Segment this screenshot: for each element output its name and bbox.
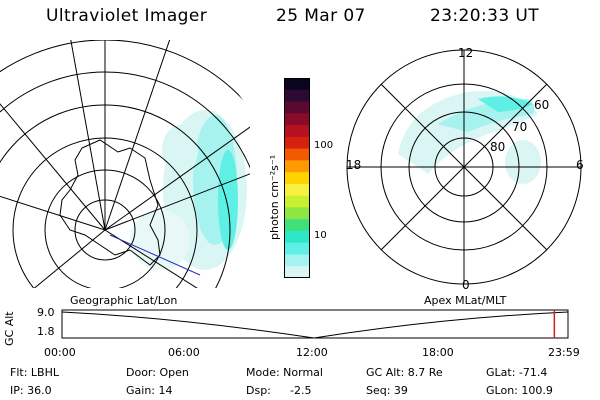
seq-info: Seq: 39: [366, 384, 408, 397]
colorbar-swatch: [284, 195, 310, 208]
colorbar: [284, 78, 310, 278]
dsp-value: -2.5: [290, 384, 312, 397]
lat-label-80: 80: [490, 140, 506, 154]
colorbar-unit-label: photon cm⁻²s⁻¹: [268, 154, 281, 240]
colorbar-swatch: [284, 101, 310, 114]
timeline-xtick-0600: 06:00: [168, 346, 200, 359]
filter-info: Flt: LBHL: [10, 366, 59, 379]
lat-label-60: 60: [534, 98, 550, 112]
mode-info: Mode: Normal: [246, 366, 323, 379]
timeline-plot: [61, 309, 569, 339]
colorbar-swatch: [284, 89, 310, 103]
timeline-y-title: GC Alt: [3, 311, 16, 346]
timeline-xtick-2359: 23:59: [548, 346, 580, 359]
colorbar-swatch: [284, 219, 310, 232]
time-label: 23:20:33 UT: [430, 6, 539, 26]
lat-label-70: 70: [512, 120, 528, 134]
colorbar-swatch: [284, 242, 310, 255]
gc-alt-info: GC Alt: 8.7 Re: [366, 366, 443, 379]
aurora-emission-left: [130, 110, 247, 270]
dsp-label: Dsp:: [246, 384, 271, 397]
left-panel-label: Geographic Lat/Lon: [70, 294, 178, 307]
colorbar-swatch: [284, 254, 310, 267]
timeline-xtick-1200: 12:00: [296, 346, 328, 359]
timeline-ytick-9: 9.0: [37, 306, 55, 319]
colorbar-swatch: [284, 172, 310, 185]
colorbar-swatch: [284, 266, 310, 278]
colorbar-swatch: [284, 136, 310, 150]
timeline-xtick-0000: 00:00: [44, 346, 76, 359]
colorbar-swatch: [284, 113, 310, 126]
colorbar-swatch: [284, 183, 310, 197]
colorbar-tick-100: 100: [314, 140, 334, 151]
glon-info: GLon: 100.9: [486, 384, 553, 397]
mlt-label-6: 6: [576, 158, 584, 172]
colorbar-swatch: [284, 207, 310, 220]
geographic-map-panel: [0, 40, 250, 288]
date-label: 25 Mar 07: [276, 6, 366, 26]
timeline-ytick-1.8: 1.8: [37, 325, 55, 338]
timeline-xtick-1800: 18:00: [422, 346, 454, 359]
ip-info: IP: 36.0: [10, 384, 52, 397]
colorbar-border: [284, 78, 310, 278]
gain-info: Gain: 14: [126, 384, 173, 397]
mlt-label-12: 12: [458, 46, 474, 60]
right-panel-label: Apex MLat/MLT: [424, 294, 507, 307]
door-info: Door: Open: [126, 366, 189, 379]
instrument-title: Ultraviolet Imager: [46, 6, 208, 26]
mlt-label-0: 0: [462, 278, 470, 292]
colorbar-tick-10: 10: [314, 230, 327, 241]
aurora-emission-right: [398, 90, 541, 184]
colorbar-swatch: [284, 230, 310, 244]
colorbar-swatch: [284, 148, 310, 161]
mlt-label-18: 18: [346, 158, 362, 172]
magnetic-polar-panel: [346, 49, 582, 285]
glat-info: GLat: -71.4: [486, 366, 548, 379]
colorbar-swatch: [284, 125, 310, 138]
colorbar-swatch: [284, 160, 310, 173]
continent-outline: [59, 139, 161, 266]
colorbar-swatch: [284, 78, 310, 91]
